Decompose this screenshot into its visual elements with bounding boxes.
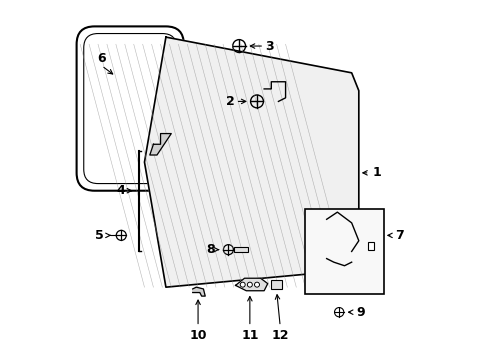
Circle shape bbox=[254, 282, 259, 287]
Polygon shape bbox=[144, 37, 358, 287]
Text: 1: 1 bbox=[371, 166, 380, 179]
Text: 6: 6 bbox=[97, 52, 106, 65]
Text: 3: 3 bbox=[264, 40, 273, 53]
Text: 9: 9 bbox=[356, 306, 364, 319]
Text: 7: 7 bbox=[395, 229, 404, 242]
Text: 11: 11 bbox=[241, 329, 258, 342]
Text: 2: 2 bbox=[225, 95, 234, 108]
Text: 4: 4 bbox=[117, 184, 125, 197]
Bar bbox=[305, 208, 383, 294]
Text: 12: 12 bbox=[271, 329, 288, 342]
Bar bbox=[233, 247, 247, 252]
Bar bbox=[271, 280, 282, 289]
Polygon shape bbox=[192, 287, 205, 296]
Text: 10: 10 bbox=[189, 329, 206, 342]
Circle shape bbox=[240, 282, 244, 287]
Polygon shape bbox=[149, 134, 171, 155]
Bar bbox=[367, 242, 373, 249]
Text: 5: 5 bbox=[95, 229, 104, 242]
Polygon shape bbox=[235, 278, 267, 291]
Text: 8: 8 bbox=[206, 243, 214, 256]
Circle shape bbox=[247, 282, 252, 287]
